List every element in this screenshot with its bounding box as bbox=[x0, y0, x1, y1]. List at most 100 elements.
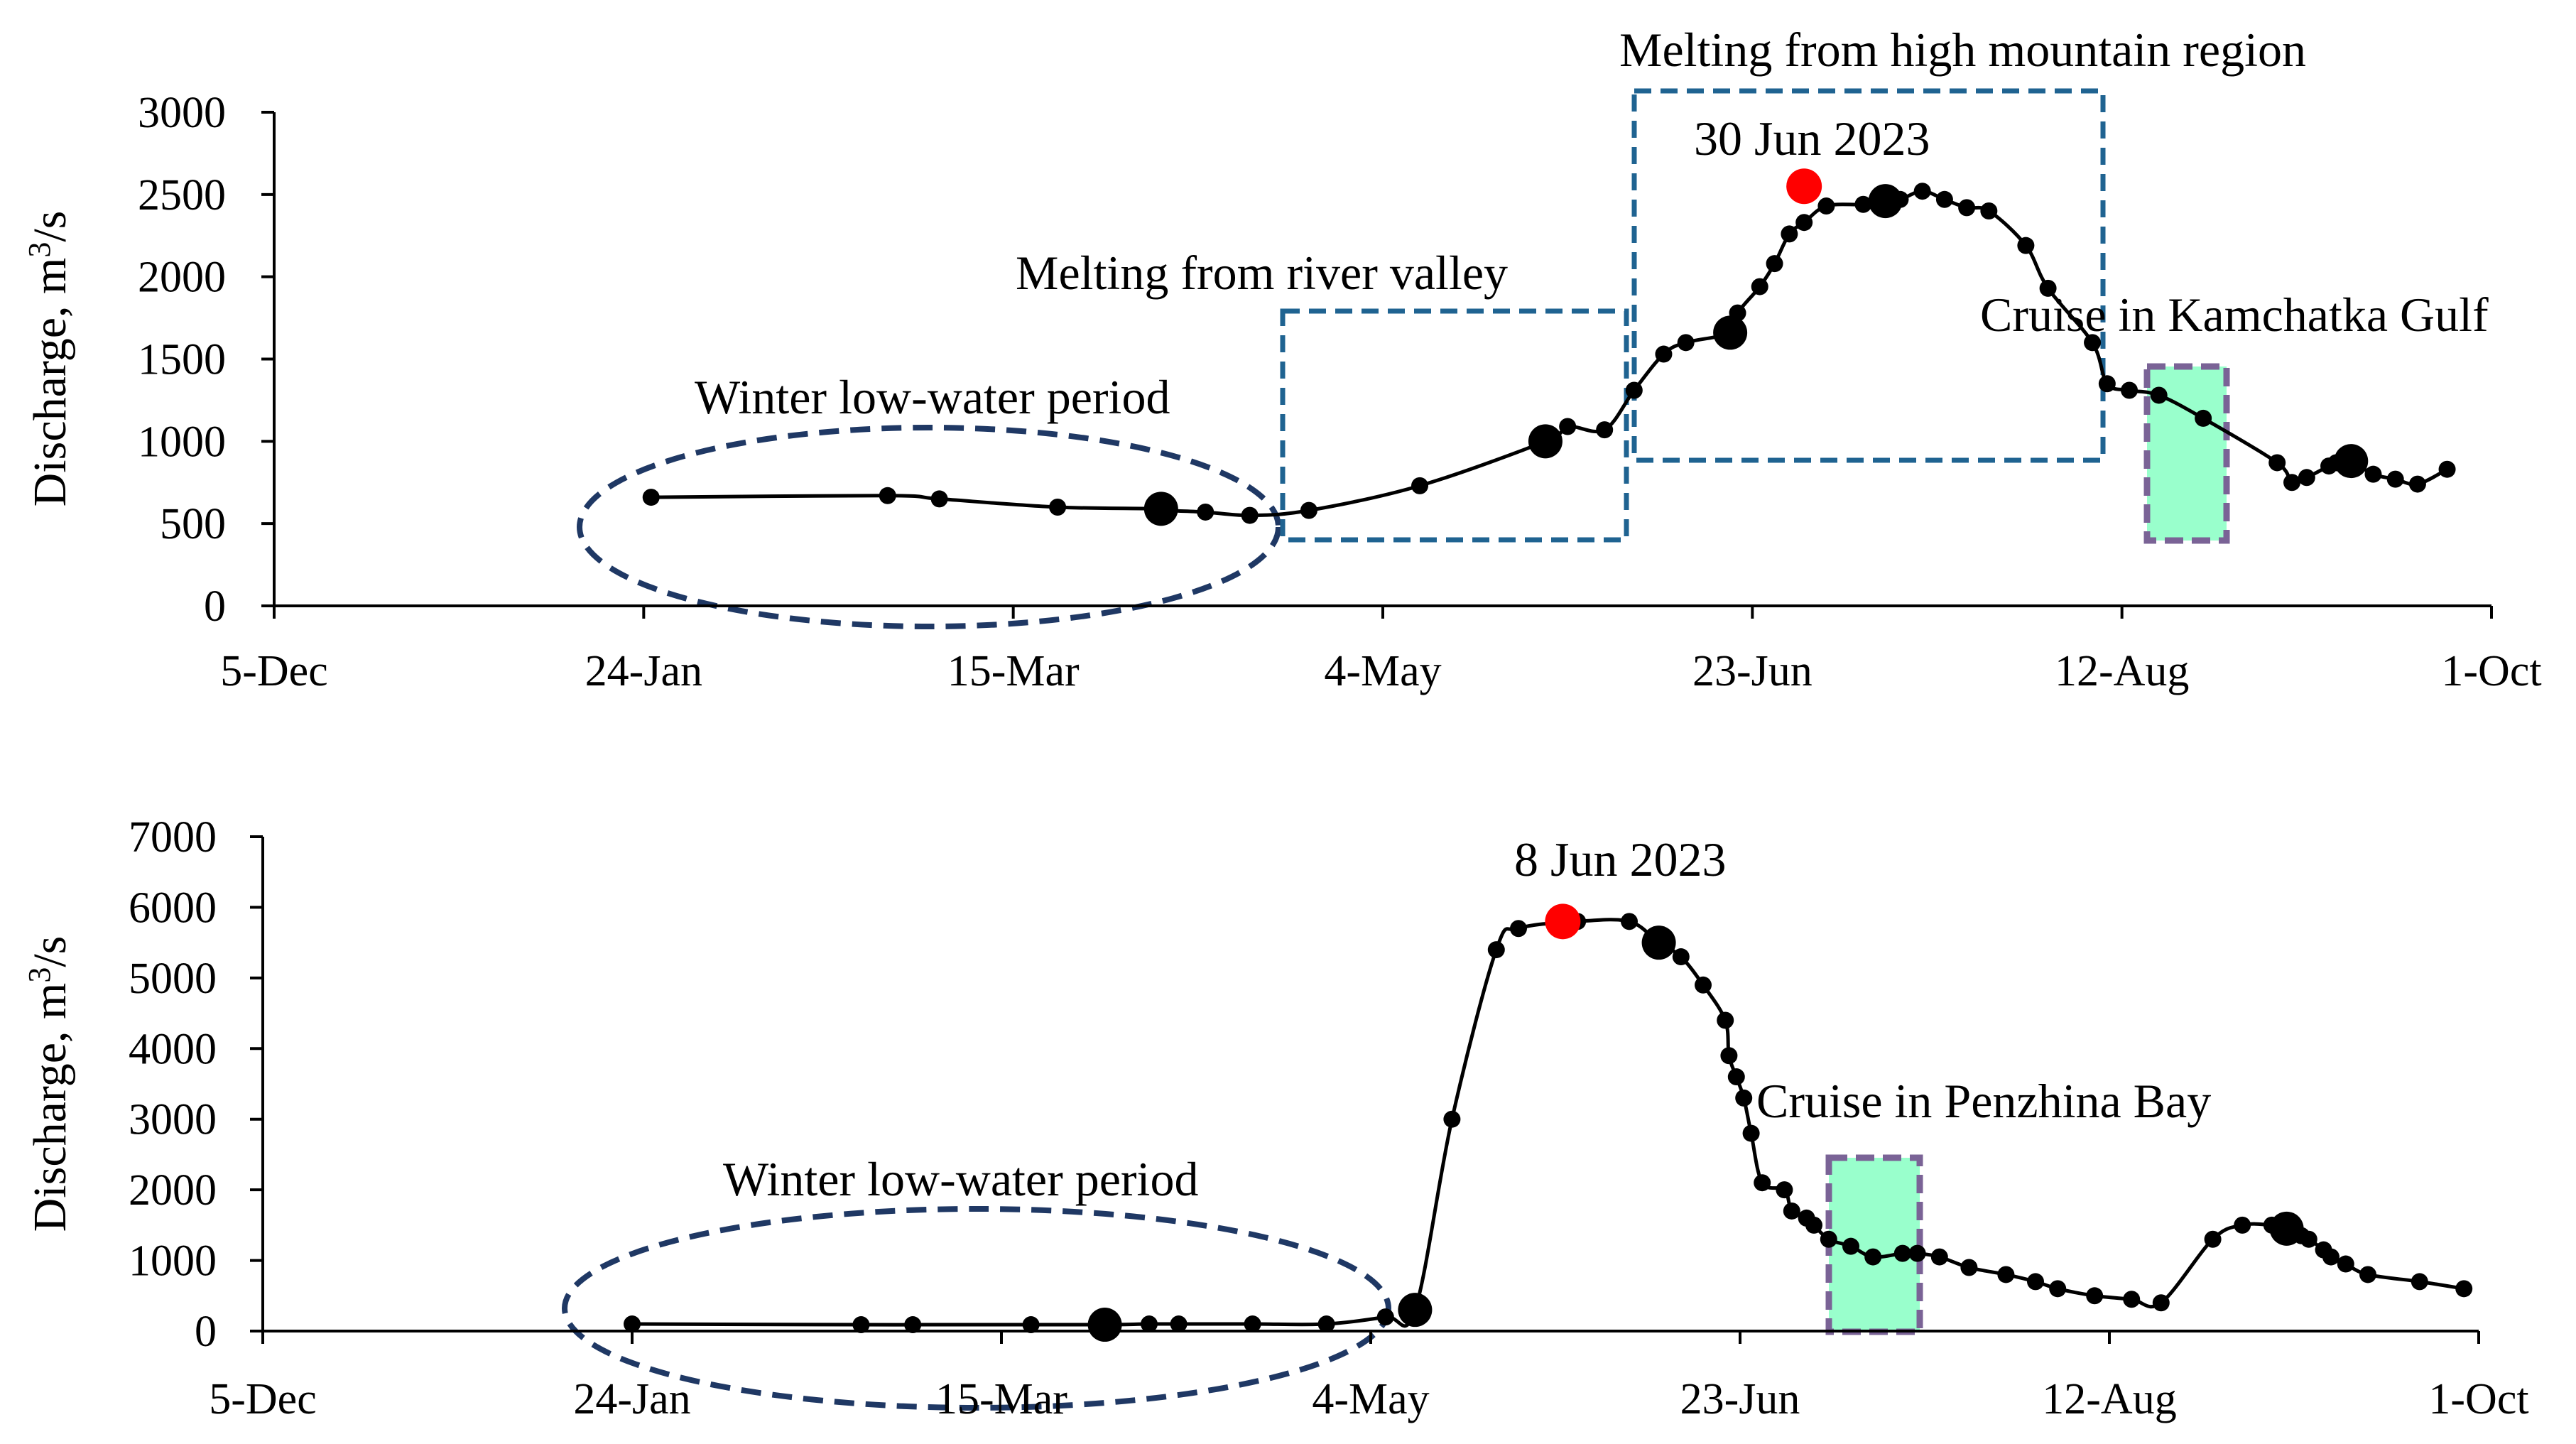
data-point bbox=[1677, 334, 1695, 352]
data-point bbox=[1781, 225, 1798, 243]
data-point bbox=[2098, 375, 2116, 393]
data-point bbox=[1893, 1244, 1911, 1262]
data-point bbox=[1411, 477, 1429, 494]
x-tick-label: 12-Aug bbox=[2042, 1375, 2176, 1423]
data-point bbox=[1049, 499, 1067, 516]
data-point bbox=[1317, 1315, 1335, 1333]
y-tick-label: 2000 bbox=[129, 1166, 217, 1215]
data-point bbox=[2150, 386, 2168, 404]
data-point bbox=[1621, 913, 1638, 930]
winter-low-water-label: Winter low-water period bbox=[695, 370, 1170, 424]
x-tick-label: 23-Jun bbox=[1680, 1375, 1800, 1423]
data-point bbox=[624, 1315, 641, 1333]
data-point bbox=[1510, 920, 1527, 938]
y-tick-label: 1000 bbox=[129, 1237, 217, 1286]
y-tick-label: 6000 bbox=[129, 884, 217, 932]
data-point bbox=[2234, 1216, 2251, 1234]
y-tick-label: 1000 bbox=[138, 418, 226, 466]
data-point bbox=[879, 487, 896, 504]
data-point bbox=[1087, 1308, 1122, 1342]
x-tick-label: 5-Dec bbox=[220, 647, 327, 695]
data-point bbox=[1720, 1047, 1738, 1065]
data-point bbox=[1487, 941, 1505, 959]
data-point bbox=[1776, 1181, 1793, 1199]
data-point bbox=[1170, 1315, 1188, 1333]
data-point bbox=[1672, 948, 1690, 966]
x-tick-label: 1-Oct bbox=[2441, 647, 2541, 695]
winter-low-water-label-bottom: Winter low-water period bbox=[723, 1152, 1198, 1206]
data-point bbox=[2121, 381, 2138, 399]
data-point bbox=[1795, 214, 1813, 232]
x-tick-label: 15-Mar bbox=[947, 647, 1080, 695]
data-point bbox=[2386, 470, 2404, 488]
data-point bbox=[1713, 315, 1748, 350]
data-point bbox=[2086, 1287, 2104, 1305]
data-point bbox=[1913, 183, 1931, 200]
data-point bbox=[2039, 279, 2057, 297]
data-point bbox=[930, 490, 948, 508]
peak-point bbox=[1786, 168, 1822, 205]
data-point bbox=[2300, 1230, 2317, 1248]
data-point bbox=[1735, 1089, 1753, 1107]
y-tick-label: 2000 bbox=[138, 254, 226, 302]
data-point bbox=[2359, 1266, 2376, 1283]
x-tick-label: 1-Oct bbox=[2428, 1375, 2528, 1423]
x-tick-label: 4-May bbox=[1312, 1375, 1429, 1423]
data-point bbox=[2408, 475, 2426, 493]
data-point bbox=[1528, 424, 1563, 459]
data-point bbox=[1727, 1068, 1745, 1086]
data-point bbox=[1754, 1174, 1771, 1192]
data-point bbox=[1717, 1011, 1734, 1029]
data-point bbox=[2283, 474, 2301, 492]
winter-low-water-ellipse-bottom bbox=[562, 1206, 1391, 1411]
cruise-kamchatka-box bbox=[2143, 363, 2230, 544]
data-point bbox=[642, 489, 660, 506]
data-point bbox=[1935, 190, 1953, 208]
chart-penzhina: Winter low-water period Cruise in Penzhi… bbox=[22, 813, 2529, 1423]
river-valley-box bbox=[1280, 308, 1629, 543]
data-point bbox=[2152, 1294, 2170, 1312]
data-point bbox=[1960, 1259, 1978, 1276]
data-point bbox=[1398, 1293, 1433, 1328]
cruise-kamchatka-label: Cruise in Kamchatka Gulf bbox=[1980, 288, 2489, 342]
data-point bbox=[1559, 418, 1577, 435]
y-tick-label: 7000 bbox=[129, 813, 217, 862]
data-point bbox=[2084, 334, 2102, 352]
data-point bbox=[1244, 1315, 1261, 1333]
y-axis-title-bottom: Discharge, m3/s bbox=[22, 936, 76, 1232]
data-point bbox=[2455, 1280, 2473, 1298]
data-point bbox=[1868, 184, 1903, 219]
data-point bbox=[2438, 460, 2456, 478]
data-point bbox=[1625, 381, 1643, 399]
data-point bbox=[2027, 1273, 2044, 1291]
cruise-penzhina-label: Cruise in Penzhina Bay bbox=[1756, 1074, 2211, 1128]
y-tick-label: 0 bbox=[195, 1308, 217, 1356]
data-point bbox=[1160, 501, 1178, 519]
data-point bbox=[1908, 1244, 1926, 1262]
data-point bbox=[1817, 197, 1835, 215]
y-tick-label: 5000 bbox=[129, 955, 217, 1003]
x-tick-label: 24-Jan bbox=[573, 1375, 690, 1423]
x-tick-label: 12-Aug bbox=[2055, 647, 2189, 695]
data-point bbox=[1197, 503, 1214, 521]
data-point bbox=[1891, 190, 1909, 208]
data-point bbox=[904, 1316, 922, 1334]
data-point bbox=[1443, 1110, 1461, 1128]
chart-kamchatka: Winter low-water period Melting from riv… bbox=[22, 23, 2542, 695]
data-point bbox=[1241, 506, 1259, 524]
y-axis-title-top: Discharge, m3/s bbox=[22, 211, 76, 507]
data-point bbox=[1695, 976, 1712, 994]
data-point bbox=[2337, 1255, 2354, 1273]
high-mountain-label: Melting from high mountain region bbox=[1619, 23, 2306, 77]
y-tick-label: 500 bbox=[160, 500, 226, 548]
data-point bbox=[1958, 199, 1976, 217]
x-tick-label: 24-Jan bbox=[585, 647, 702, 695]
data-point bbox=[1820, 1230, 1837, 1248]
data-point bbox=[1997, 1266, 2015, 1283]
data-point bbox=[1766, 255, 1783, 273]
data-point bbox=[1805, 1216, 1822, 1234]
peak-point bbox=[1545, 903, 1581, 940]
y-tick-label: 3000 bbox=[129, 1096, 217, 1144]
data-point bbox=[2298, 469, 2315, 487]
